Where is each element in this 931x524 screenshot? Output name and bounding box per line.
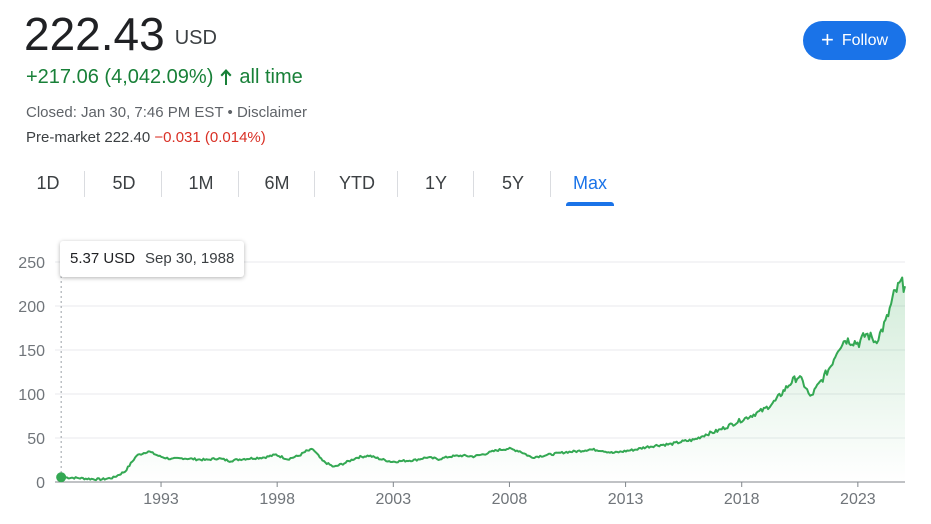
y-tick-label: 250	[18, 255, 45, 272]
x-tick-label: 2013	[608, 491, 644, 508]
hover-point	[56, 472, 67, 483]
currency-label: USD	[174, 27, 217, 49]
premarket-price: 222.40	[104, 129, 151, 146]
tab-6m[interactable]: 6M	[264, 173, 290, 193]
change-value: +217.06 (4,042.09%)	[26, 66, 214, 88]
plus-icon: +	[820, 26, 834, 52]
y-tick-label: 100	[18, 387, 45, 404]
x-tick-label: 2003	[376, 491, 412, 508]
tab-divider	[397, 171, 398, 197]
tab-1y[interactable]: 1Y	[424, 173, 448, 193]
x-tick-label: 2018	[724, 491, 760, 508]
x-tick-label: 2023	[840, 491, 876, 508]
x-tick-label: 1993	[143, 491, 179, 508]
x-tick-label: 2008	[492, 491, 528, 508]
tab-divider	[314, 171, 315, 197]
tab-divider	[161, 171, 162, 197]
x-tick-label: 1998	[259, 491, 295, 508]
follow-button[interactable]: + Follow	[803, 21, 906, 60]
price-change: +217.06 (4,042.09%) all time	[26, 64, 303, 90]
tab-max[interactable]: Max	[566, 163, 614, 206]
arrow-up-icon	[220, 69, 232, 85]
premarket-change: −0.031 (0.014%)	[154, 129, 266, 146]
follow-label: Follow	[841, 31, 889, 49]
y-tick-label: 200	[18, 299, 45, 316]
premarket-label: Pre-market	[26, 129, 101, 146]
tab-ytd[interactable]: YTD	[339, 173, 375, 193]
series-area	[61, 277, 905, 482]
tab-divider	[473, 171, 474, 197]
tab-5d[interactable]: 5D	[112, 173, 136, 193]
disclaimer-link[interactable]: Disclaimer	[236, 104, 307, 121]
range-tabs: 1D 5D 1M 6M YTD 1Y 5Y Max	[0, 163, 640, 206]
tooltip-value: 5.37 USD	[70, 250, 136, 267]
y-tick-label: 0	[36, 475, 45, 492]
closed-info: Closed: Jan 30, 7:46 PM EST • Disclaimer	[26, 104, 307, 121]
tooltip-date: Sep 30, 1988	[145, 250, 235, 267]
tab-divider	[84, 171, 85, 197]
price-chart[interactable]: 0 50 100 150 200 250 1993 1998 2003 2008 2013 2018 2…	[0, 236, 931, 524]
tab-1d[interactable]: 1D	[36, 173, 60, 193]
premarket-info: Pre-market 222.40 −0.031 (0.014%)	[26, 128, 266, 148]
price-value: 222.43	[24, 8, 165, 60]
tab-divider	[238, 171, 239, 197]
tab-divider	[550, 171, 551, 197]
closed-text: Closed: Jan 30, 7:46 PM EST	[26, 104, 224, 121]
tab-1m[interactable]: 1M	[188, 173, 214, 193]
price: 222.43 USD	[24, 6, 217, 66]
change-period: all time	[239, 66, 303, 88]
y-tick-label: 150	[18, 343, 45, 360]
y-tick-label: 50	[27, 431, 45, 448]
chart-tooltip: 5.37 USD Sep 30, 1988	[60, 241, 245, 277]
series-line	[61, 276, 906, 482]
tab-5y[interactable]: 5Y	[501, 173, 525, 193]
